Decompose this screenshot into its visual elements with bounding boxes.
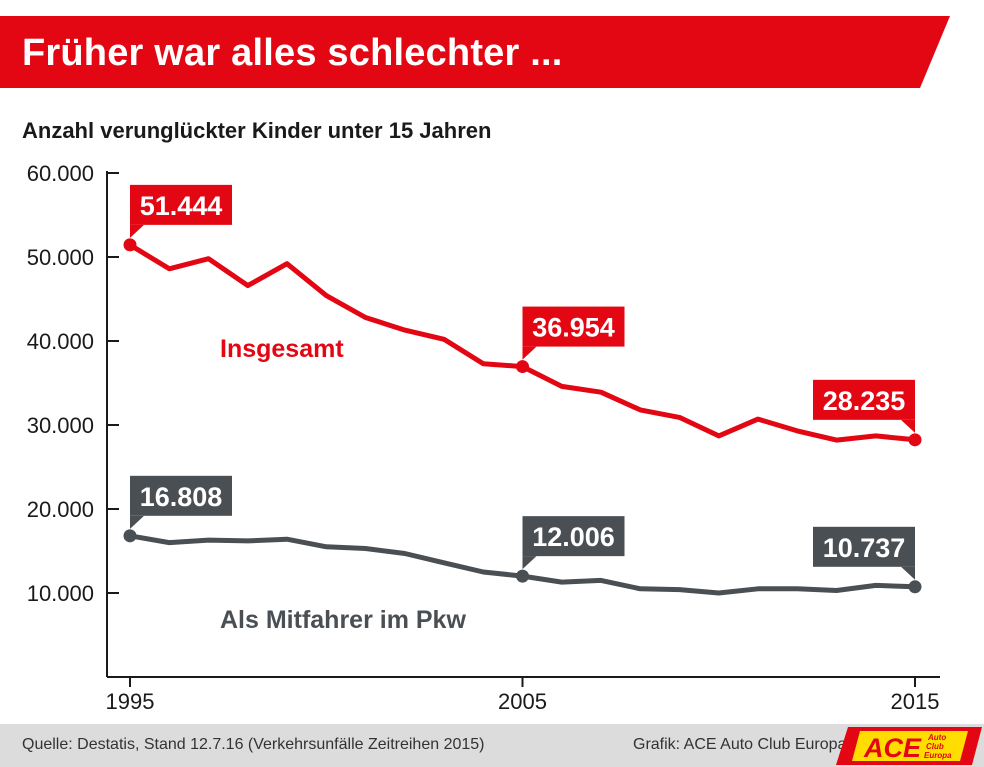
ace-logo-mark: ACE xyxy=(863,733,922,763)
data-label: 51.444 xyxy=(140,191,223,221)
x-tick-label: 2005 xyxy=(498,689,547,714)
data-callout-tail xyxy=(130,224,144,238)
footer-bar: Quelle: Destatis, Stand 12.7.16 (Verkehr… xyxy=(0,724,984,767)
ace-logo-line3: Europa xyxy=(924,751,952,760)
data-callout: 36.954 xyxy=(522,306,625,360)
chart-subtitle: Anzahl verunglückter Kinder unter 15 Jah… xyxy=(22,118,492,143)
data-callout-tail xyxy=(901,566,915,580)
page-title: Früher war alles schlechter ... xyxy=(22,32,563,74)
data-callout: 12.006 xyxy=(522,516,625,570)
chart-series-labels: Insgesamt Als Mitfahrer im Pkw xyxy=(220,335,466,634)
y-tick-label: 10.000 xyxy=(27,581,94,606)
data-point-marker xyxy=(123,529,137,543)
data-callout-tail xyxy=(901,419,915,433)
footer-source: Quelle: Destatis, Stand 12.7.16 (Verkehr… xyxy=(22,736,485,753)
y-tick-label: 30.000 xyxy=(27,413,94,438)
data-callout-box xyxy=(813,379,915,420)
y-tick-label: 60.000 xyxy=(27,161,94,186)
y-tick-label: 40.000 xyxy=(27,329,94,354)
data-callout-box xyxy=(130,184,232,225)
data-label: 10.737 xyxy=(823,533,906,563)
data-callout-tail xyxy=(522,556,537,570)
data-callout: 28.235 xyxy=(813,379,915,433)
chart-series xyxy=(123,238,922,596)
title-banner-shape xyxy=(0,16,950,88)
data-label: 36.954 xyxy=(532,313,615,343)
y-tick-label: 20.000 xyxy=(27,497,94,522)
chart-callouts: 51.444 36.954 28.235 16.808 12.006 10.737 xyxy=(130,184,915,580)
data-point-marker xyxy=(908,580,922,594)
chart-axes: 10.000 20.000 30.000 40.000 50.000 60.000 1995… xyxy=(27,161,940,714)
data-label: 12.006 xyxy=(532,522,615,552)
ace-logo-line1: Auto xyxy=(927,733,946,742)
footer-credit: Grafik: ACE Auto Club Europa xyxy=(633,736,847,753)
data-point-marker xyxy=(123,238,137,252)
data-point-marker xyxy=(516,569,529,583)
data-callout-tail xyxy=(130,515,144,529)
ace-logo-line2: Club xyxy=(926,742,944,751)
data-callout-tail xyxy=(522,346,537,360)
title-banner xyxy=(0,16,950,88)
data-callout-box xyxy=(130,475,232,516)
data-label: 16.808 xyxy=(140,482,223,512)
data-callout-box xyxy=(522,306,625,347)
data-callout: 10.737 xyxy=(813,526,915,580)
x-tick-label: 2015 xyxy=(891,689,940,714)
data-point-marker xyxy=(908,433,922,447)
series-label-insgesamt: Insgesamt xyxy=(220,335,344,363)
ace-logo-field xyxy=(852,731,968,761)
ace-logo: ACE Auto Club Europa xyxy=(836,727,982,765)
x-tick-label: 1995 xyxy=(106,689,155,714)
data-callout-box xyxy=(522,516,625,557)
data-label: 28.235 xyxy=(823,386,906,416)
series-label-mitfahrer: Als Mitfahrer im Pkw xyxy=(220,606,466,634)
data-callout: 51.444 xyxy=(130,184,232,238)
data-point-marker xyxy=(516,360,529,374)
line-chart: 10.000 20.000 30.000 40.000 50.000 60.000 1995… xyxy=(27,161,940,714)
data-callout: 16.808 xyxy=(130,475,232,529)
data-callout-box xyxy=(813,526,915,567)
y-tick-label: 50.000 xyxy=(27,245,94,270)
